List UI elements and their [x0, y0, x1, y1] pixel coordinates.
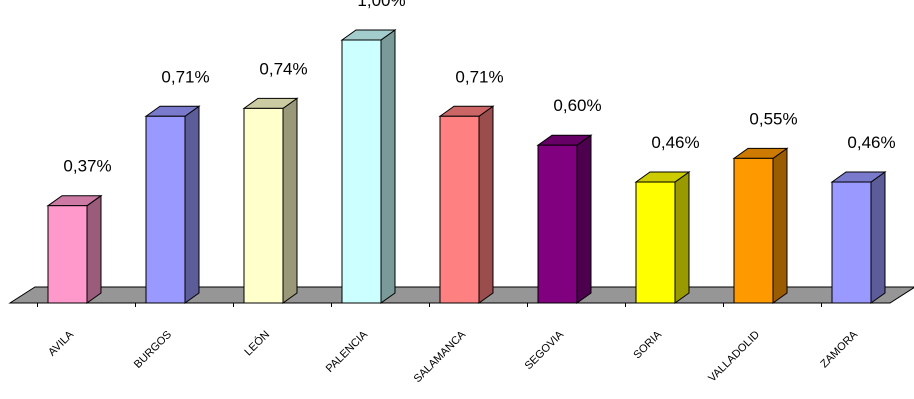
tick-label-valladolid: VALLADOLID	[706, 329, 762, 385]
bar-palencia: 1,00%	[340, 0, 406, 304]
tick-label-palencia: PALENCIA	[324, 328, 371, 375]
bar-front	[341, 39, 382, 304]
tick-label-avila: AVILA	[46, 328, 76, 358]
bar-león: 0,74%	[242, 59, 308, 304]
bar-side	[576, 134, 592, 304]
data-label: 0,60%	[553, 96, 601, 115]
bar-side	[772, 147, 788, 304]
bar-side	[86, 194, 102, 304]
bar-front	[243, 107, 284, 304]
tick-label-salamanca: SALAMANCA	[412, 328, 469, 385]
data-label: 0,46%	[651, 133, 699, 152]
bar-salamanca: 0,71%	[438, 67, 504, 304]
bar-side	[674, 171, 690, 304]
data-label: 0,74%	[259, 59, 307, 78]
bar-segovia: 0,60%	[536, 96, 602, 304]
bar-front	[635, 181, 676, 304]
bar-front	[831, 181, 872, 304]
bar-front	[47, 205, 88, 304]
tick-label-león: LEÓN	[242, 328, 272, 358]
tick-label-zamora: ZAMORA	[818, 328, 860, 370]
category-axis: AVILA BURGOS LEÓN PALENCIA SALAMANCA SEGOVIA S…	[37, 303, 861, 385]
bar-front	[145, 115, 186, 304]
bar-valladolid: 0,55%	[732, 109, 798, 304]
data-label: 0,71%	[161, 67, 209, 86]
data-label: 0,55%	[749, 109, 797, 128]
bar-side	[282, 97, 298, 304]
bar-zamora: 0,46%	[830, 133, 896, 304]
tick-label-segovia: SEGOVIA	[523, 328, 567, 372]
bar-avila: 0,37%	[46, 157, 112, 304]
tick-label-soria: SORIA	[631, 328, 664, 361]
data-label: 0,37%	[63, 157, 111, 176]
data-label: 0,71%	[455, 67, 503, 86]
bar-burgos: 0,71%	[144, 67, 210, 304]
bar-front	[439, 115, 480, 304]
data-label: 0,46%	[847, 133, 895, 152]
bar-side	[184, 105, 200, 304]
bar-soria: 0,46%	[634, 133, 700, 304]
bar-front	[733, 157, 774, 304]
data-label: 1,00%	[357, 0, 405, 10]
bar-side	[380, 29, 396, 304]
bar-front	[537, 144, 578, 304]
bars-group: 0,37% 0,71% 0,74% 1,00% 0,71% 0,60% 0,46% 0,55%…	[46, 0, 896, 304]
tick-label-burgos: BURGOS	[132, 329, 174, 371]
bar-side	[870, 171, 886, 304]
bar-side	[478, 105, 494, 304]
